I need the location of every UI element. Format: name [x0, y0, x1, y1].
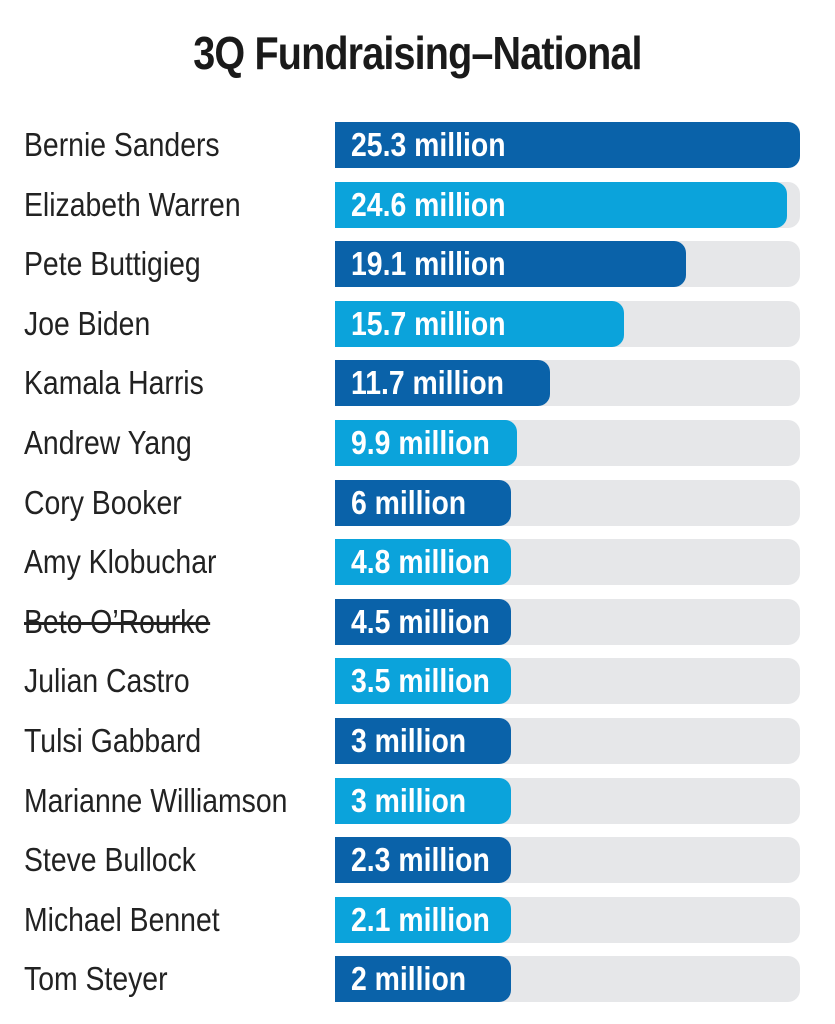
bar-row: Steve Bullock 2.3 million — [0, 837, 835, 883]
category-label: Beto O’Rourke — [24, 603, 211, 640]
category-label: Amy Klobuchar — [24, 543, 217, 580]
bar-row: Tulsi Gabbard 3 million — [0, 718, 835, 764]
data-label: 3 million — [351, 722, 467, 759]
bar — [335, 837, 511, 883]
data-label: 3.5 million — [351, 662, 490, 699]
bar-row: Kamala Harris 11.7 million — [0, 360, 835, 406]
bar-row: Joe Biden 15.7 million — [0, 301, 835, 347]
bar-row: Elizabeth Warren 24.6 million — [0, 182, 835, 228]
data-label: 19.1 million — [351, 245, 506, 282]
category-label: Andrew Yang — [24, 424, 192, 461]
bar — [335, 182, 788, 228]
bar — [335, 599, 511, 645]
data-label: 2 million — [351, 960, 467, 997]
category-label: Elizabeth Warren — [24, 186, 241, 223]
bar — [335, 658, 511, 704]
data-label: 4.8 million — [351, 543, 490, 580]
data-label: 2.3 million — [351, 841, 490, 878]
bar-row: Marianne Williamson 3 million — [0, 778, 835, 824]
data-label: 15.7 million — [351, 305, 506, 342]
data-label: 3 million — [351, 782, 467, 819]
bar-row: Michael Bennet 2.1 million — [0, 897, 835, 943]
bar-row: Cory Booker 6 million — [0, 480, 835, 526]
data-label: 2.1 million — [351, 901, 490, 938]
bar-row: Julian Castro 3.5 million — [0, 658, 835, 704]
chart-title: 3Q Fundraising–National — [193, 27, 642, 79]
data-label: 24.6 million — [351, 186, 506, 223]
bar — [335, 122, 800, 168]
bar — [335, 778, 511, 824]
bar — [335, 956, 511, 1002]
bar — [335, 480, 511, 526]
bar — [335, 539, 511, 585]
data-label: 9.9 million — [351, 424, 490, 461]
category-label: Pete Buttigieg — [24, 245, 201, 282]
bar-row: Bernie Sanders 25.3 million — [0, 122, 835, 168]
bar — [335, 897, 511, 943]
bar-row: Tom Steyer 2 million — [0, 956, 835, 1002]
data-label: 11.7 million — [351, 364, 505, 401]
category-label: Tulsi Gabbard — [24, 722, 202, 759]
category-label: Joe Biden — [24, 305, 151, 342]
data-label: 4.5 million — [351, 603, 490, 640]
bar-row: Beto O’Rourke 4.5 million — [0, 599, 835, 645]
bar-row: Andrew Yang 9.9 million — [0, 420, 835, 466]
category-label: Tom Steyer — [24, 960, 168, 997]
data-label: 25.3 million — [351, 126, 506, 163]
data-label: 6 million — [351, 484, 467, 521]
bar-row: Amy Klobuchar 4.8 million — [0, 539, 835, 585]
category-label: Bernie Sanders — [24, 126, 220, 163]
category-label: Steve Bullock — [24, 841, 196, 878]
bar — [335, 718, 511, 764]
bar — [335, 241, 687, 287]
category-label: Kamala Harris — [24, 364, 204, 401]
bar — [335, 420, 517, 466]
category-label: Cory Booker — [24, 484, 182, 521]
category-label: Julian Castro — [24, 662, 190, 699]
bar-row: Pete Buttigieg 19.1 million — [0, 241, 835, 287]
category-label: Michael Bennet — [24, 901, 220, 938]
bar — [335, 301, 624, 347]
bar — [335, 360, 551, 406]
category-label: Marianne Williamson — [24, 782, 288, 819]
